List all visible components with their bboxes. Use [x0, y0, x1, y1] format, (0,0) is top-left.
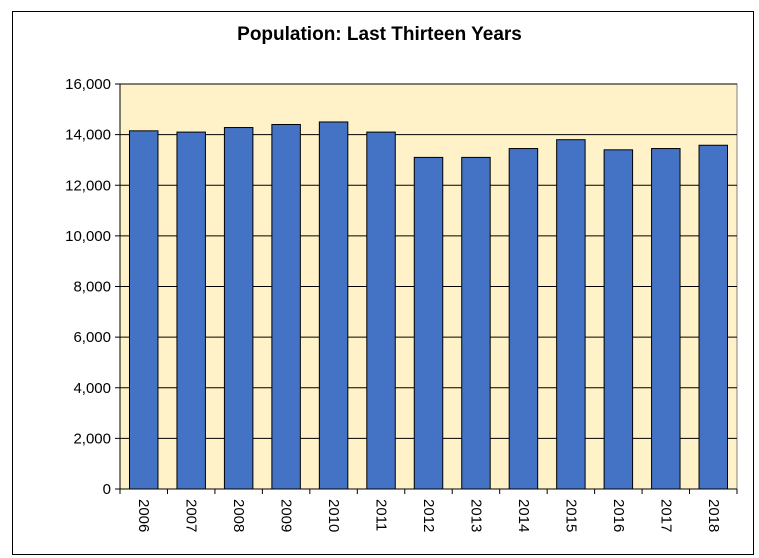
- bar-2012: [413, 156, 444, 490]
- y-tick-label: 0: [103, 481, 111, 498]
- x-tick-label: 2009: [278, 499, 295, 532]
- y-axis: 0 2,000 4,000 6,000 8,000 10,000 12,000 14,000 1…: [65, 76, 121, 498]
- x-tick-label: 2007: [183, 499, 200, 532]
- y-tick-label: 10,000: [65, 228, 111, 245]
- x-tick-label: 2011: [373, 499, 390, 531]
- bar-2008: [223, 127, 254, 490]
- x-tick-label: 2006: [135, 499, 152, 532]
- bar-2015: [556, 139, 586, 490]
- bar-2010: [318, 121, 349, 490]
- bar-2006: [128, 130, 159, 490]
- x-tick-label: 2014: [515, 499, 532, 532]
- y-tick-label: 4,000: [73, 380, 111, 397]
- y-tick-label: 8,000: [73, 279, 111, 296]
- y-tick-label: 12,000: [65, 177, 111, 194]
- y-tick-label: 6,000: [73, 329, 111, 346]
- bar-2013: [461, 156, 491, 490]
- x-axis: 2006 2007 2008 2009 2010 2011 2012 2013 2014 2015…: [119, 488, 738, 532]
- x-tick-label: 2012: [420, 499, 437, 532]
- y-tick-label: 2,000: [73, 430, 111, 447]
- bars: [128, 121, 729, 490]
- bar-2016: [603, 149, 634, 490]
- x-tick-label: 2008: [230, 499, 247, 532]
- x-tick-label: 2018: [705, 499, 722, 532]
- x-tick-label: 2016: [610, 499, 627, 532]
- y-tick-label: 14,000: [65, 127, 111, 144]
- chart-title: Population: Last Thirteen Years: [237, 24, 522, 45]
- y-tick-label: 16,000: [65, 76, 111, 93]
- bar-2011: [366, 131, 396, 490]
- x-tick-label: 2013: [467, 499, 484, 532]
- x-tick-label: 2010: [325, 499, 342, 532]
- bar-2017: [651, 148, 681, 490]
- x-tick-label: 2017: [657, 499, 674, 532]
- bar-2009: [271, 124, 301, 490]
- bar-2018: [698, 144, 729, 490]
- x-tick-label: 2015: [562, 499, 579, 532]
- bar-2007: [176, 131, 206, 490]
- bar-2014: [508, 148, 539, 490]
